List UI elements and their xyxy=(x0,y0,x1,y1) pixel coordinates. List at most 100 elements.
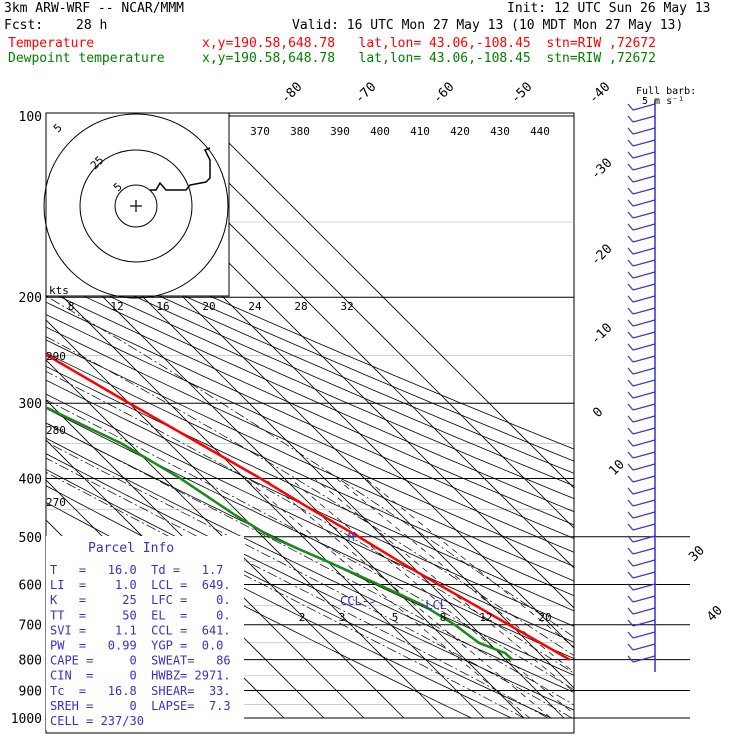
isotherm xyxy=(201,115,574,489)
dry-adiabat xyxy=(46,221,574,450)
theta-e-label: 420 xyxy=(450,125,470,138)
wind-barb xyxy=(627,319,634,327)
dry-adiabat xyxy=(46,314,574,553)
wind-barb xyxy=(627,595,634,603)
wind-barb xyxy=(632,175,656,183)
pressure-label: 900 xyxy=(19,684,42,699)
parcel-info-row: Tc = 16.8 SHEAR= 33. xyxy=(50,684,231,698)
valid-time: Valid: 16 UTC Mon 27 May 13 (10 MDT Mon … xyxy=(292,18,684,33)
hodograph-box xyxy=(45,112,230,297)
wind-barb xyxy=(632,259,656,267)
wind-barb xyxy=(632,523,656,531)
wind-barb xyxy=(632,331,656,339)
right-temperature-label: 40 xyxy=(704,603,726,625)
parcel-info-row: T = 16.0 Td = 1.7 xyxy=(50,563,223,577)
wind-barb xyxy=(632,595,656,603)
mixing-ratio-label: 8 xyxy=(440,611,447,624)
wind-barb xyxy=(627,571,634,579)
mixing-ratio-line xyxy=(365,478,574,648)
dry-adiabat xyxy=(46,232,574,462)
forecast-label: Fcst: xyxy=(4,18,44,33)
parcel-info-row: LI = 1.0 LCL = 649. xyxy=(50,578,231,592)
wind-barb xyxy=(632,487,656,495)
wind-barb xyxy=(632,643,656,651)
mixing-ratio-label: 24 xyxy=(248,300,262,313)
wind-barb xyxy=(627,379,634,387)
wind-barb xyxy=(627,523,634,531)
wind-barb xyxy=(627,655,634,663)
wind-barb xyxy=(632,571,656,579)
mixing-ratio-label: 20 xyxy=(538,611,551,624)
mixing-ratio-label: 8 xyxy=(68,300,75,313)
init-time: Init: 12 UTC Sun 26 May 13 xyxy=(507,1,711,16)
dry-adiabat xyxy=(46,352,574,597)
wind-barb xyxy=(627,331,634,339)
wind-barb xyxy=(632,439,656,447)
mixing-ratio-label: 16 xyxy=(156,300,169,313)
wind-barb xyxy=(632,535,656,543)
dry-adiabat xyxy=(46,243,574,474)
model-title: 3km ARW-WRF -- NCAR/MMM xyxy=(4,1,185,16)
right-temperature-label: 0 xyxy=(590,405,606,421)
wind-barb xyxy=(627,631,634,639)
theta-e-label: 440 xyxy=(530,125,550,138)
wind-barb xyxy=(632,343,656,351)
wind-barb xyxy=(627,547,634,555)
wind-barb xyxy=(627,511,634,519)
parcel-info-row: CELL = 237/30 xyxy=(50,714,144,728)
wind-barb xyxy=(632,283,656,291)
pressure-label: 400 xyxy=(19,472,42,487)
parcel-marker: M xyxy=(348,531,355,544)
mixing-ratio-label: 20 xyxy=(202,300,215,313)
dry-adiabat xyxy=(46,407,574,660)
wind-barb xyxy=(632,379,656,387)
legend-temperature-info: x,y=190.58,648.78 lat,lon= 43.06,-108.45… xyxy=(202,36,656,51)
wind-barb xyxy=(627,559,634,567)
theta-e-label: 370 xyxy=(250,125,270,138)
theta-e-label: 390 xyxy=(330,125,350,138)
wind-barb xyxy=(632,559,656,567)
wind-barb xyxy=(627,451,634,459)
mixing-ratio-label: 12 xyxy=(479,611,492,624)
moist-adiabat xyxy=(46,399,574,691)
wind-barb xyxy=(627,367,634,375)
right-temperature-label: -30 xyxy=(588,156,615,183)
dry-adiabat xyxy=(46,254,574,487)
pressure-label: 1000 xyxy=(11,712,42,727)
wind-barb xyxy=(632,271,656,279)
wind-profile: Full barb:5 m s⁻¹ xyxy=(627,86,696,672)
wind-barb xyxy=(627,415,634,423)
wind-barb xyxy=(627,307,634,315)
wind-barb xyxy=(632,223,656,231)
wind-barb xyxy=(632,415,656,423)
isotherm xyxy=(161,115,574,529)
parcel-info-row: SVI = 1.1 CCL = 641. xyxy=(50,623,231,637)
moist-adiabat xyxy=(46,471,525,719)
wind-barb xyxy=(627,127,634,135)
wind-barb xyxy=(632,127,656,135)
moist-adiabat xyxy=(46,422,574,706)
right-temperature-label: -20 xyxy=(588,242,615,269)
wind-barb xyxy=(627,535,634,543)
theta-e-label: 380 xyxy=(290,125,310,138)
wind-barb xyxy=(632,391,656,399)
pressure-label: 500 xyxy=(19,531,42,546)
wind-barb xyxy=(627,247,634,255)
wind-barb xyxy=(632,583,656,591)
dry-adiabat xyxy=(46,365,574,612)
hodograph-speed-unit: kts xyxy=(49,284,69,297)
wind-barb xyxy=(627,583,634,591)
wind-barb xyxy=(632,631,656,639)
mixing-ratio-label: 28 xyxy=(294,300,307,313)
pressure-label: 800 xyxy=(19,654,42,669)
wind-barb xyxy=(627,115,634,123)
wind-barb xyxy=(627,187,634,195)
wind-barb xyxy=(632,403,656,411)
ccl-marker: CCL-> xyxy=(340,594,376,608)
right-temperature-label: 30 xyxy=(686,543,708,565)
temperature-profile xyxy=(46,353,571,661)
hodograph-ring xyxy=(79,149,193,263)
isotherm xyxy=(46,279,485,719)
